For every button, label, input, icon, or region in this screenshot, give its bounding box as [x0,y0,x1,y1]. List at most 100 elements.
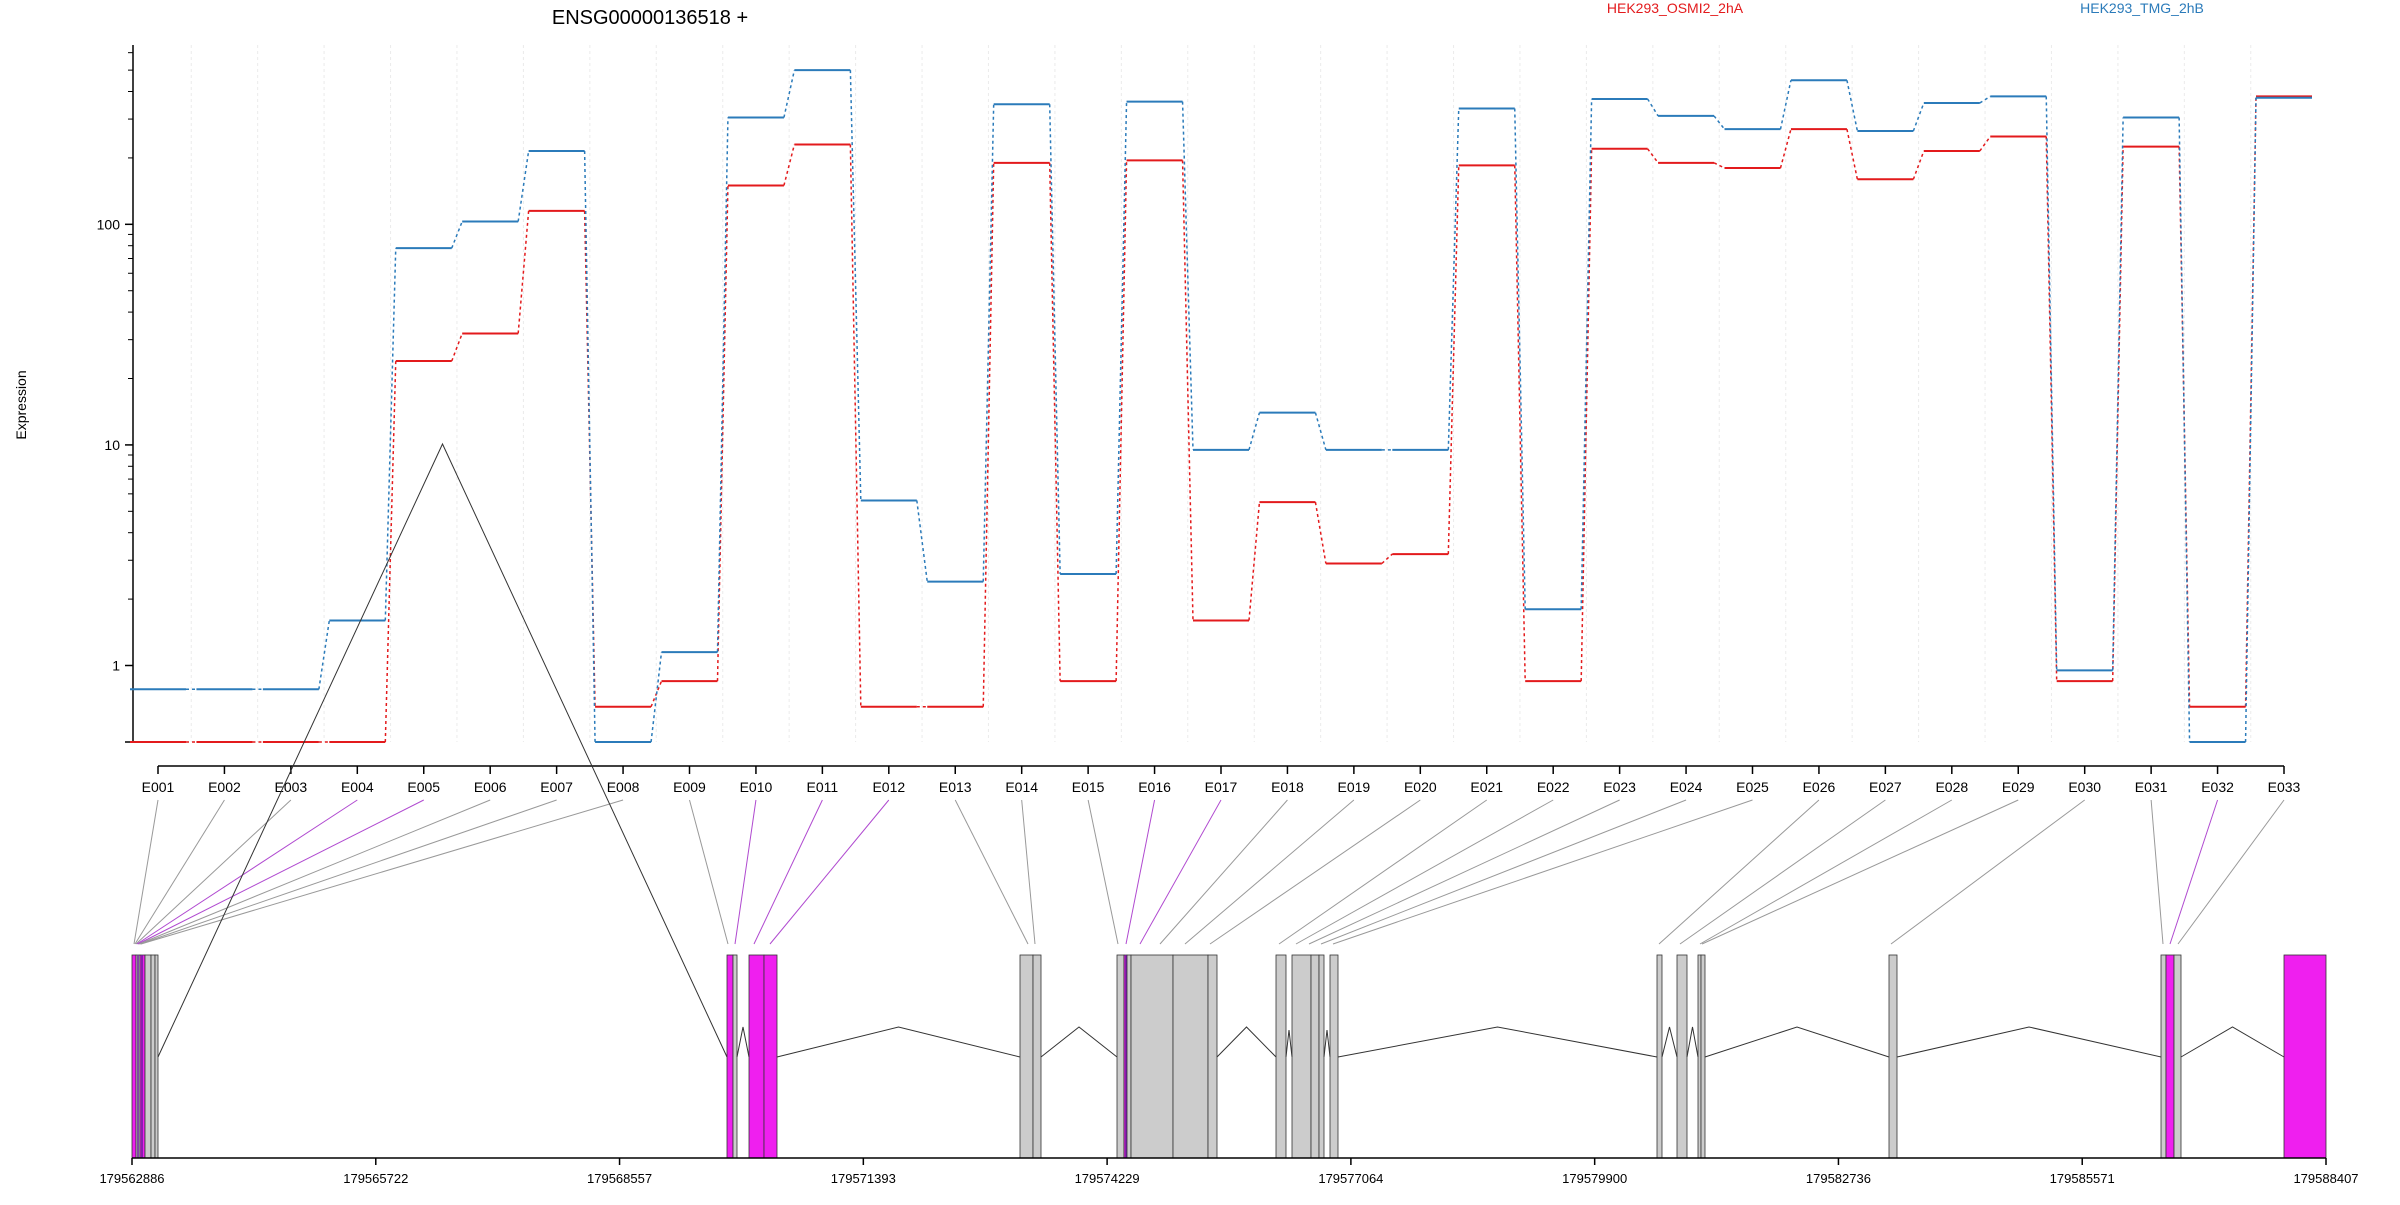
series-1-connector [1580,148,1593,682]
x-tick-label-e015: E015 [1072,779,1105,795]
x-tick-label-e033: E033 [2268,779,2301,795]
genomic-tick-label: 179582736 [1806,1171,1871,1186]
series-2-connector [384,248,397,621]
exon-box [1019,954,1034,1159]
exon-box [1656,954,1663,1159]
intron-line [157,442,728,1058]
intron-line [1661,1026,1678,1058]
x-tick-label-e003: E003 [275,779,308,795]
genomic-tick-label: 179574229 [1075,1171,1140,1186]
genomic-tick-label: 179577064 [1318,1171,1383,1186]
series-2-connector [1447,108,1460,450]
x-tick-label-e006: E006 [474,779,507,795]
intron-line [736,1026,750,1058]
exon-box [1888,954,1898,1159]
x-tick-label-e016: E016 [1138,779,1171,795]
genomic-axis: 179562886 179565722 179568557 179571393 1795… [99,1157,2359,1186]
x-tick-label-e030: E030 [2068,779,2101,795]
x-tick-label-e032: E032 [2201,779,2234,795]
series-1-connector [1314,502,1327,564]
exon-box [1318,954,1325,1159]
y-tick-label: 10 [104,437,120,453]
connector-e003 [135,799,292,945]
x-tick-label-e010: E010 [740,779,773,795]
x-tick-label-e029: E029 [2002,779,2035,795]
series-2-connector [716,117,729,653]
intron-line [1704,1026,1890,1058]
connector-e021 [1278,799,1488,945]
connector-e023 [1308,799,1620,945]
connector-e022 [1295,799,1554,945]
series-2 [130,69,2312,743]
connector-e004 [136,799,358,945]
connector-e009 [689,799,729,945]
series-2-connector [2244,97,2257,743]
series-1-connector [1248,502,1261,621]
exon-box [748,954,765,1159]
x-tick-label-e020: E020 [1404,779,1437,795]
x-tick-label-e011: E011 [807,779,839,795]
genomic-tick-label: 179579900 [1562,1171,1627,1186]
connector-e033 [2177,799,2285,945]
exon-box [2283,954,2327,1159]
series-2-connector [1713,115,1726,130]
x-tick-label-e021: E021 [1470,779,1503,795]
x-tick-label-e012: E012 [872,779,905,795]
exon-box [131,954,137,1159]
exon-box [1676,954,1688,1159]
connector-e016 [1125,799,1156,945]
genomic-tick-label: 179588407 [2293,1171,2358,1186]
exon-connectors [133,799,2285,945]
series-2-connector [1048,104,1061,574]
series-1-connector [451,333,463,362]
x-tick-label-e017: E017 [1205,779,1238,795]
series-1-connector [783,144,796,186]
x-tick-label-e004: E004 [341,779,374,795]
connector-e031 [2150,799,2164,945]
intron-line [1285,1029,1293,1058]
series-1-connector [517,210,530,334]
connector-e030 [1890,799,2085,945]
x-tick-label-e014: E014 [1005,779,1038,795]
connector-e001 [133,799,159,945]
series-1-connector [1181,160,1194,621]
intron-line [1216,1026,1277,1058]
connector-e012 [769,799,890,945]
exon-box [1207,954,1218,1159]
exon-box [1329,954,1339,1159]
series-2-connector [1181,101,1194,450]
series-2-connector [1314,412,1327,451]
intron-line [2180,1026,2285,1058]
exon-box [144,954,152,1159]
series-2-connector [916,500,928,582]
series-1-connector [1912,150,1925,180]
x-tick-label-e031: E031 [2135,779,2168,795]
series-1-connector [1115,160,1128,682]
series-2-connector [1912,102,1925,132]
connector-e020 [1209,799,1421,945]
series-1-connector [1713,162,1725,169]
series-2-connector [1846,80,1859,132]
intron-line [1896,1026,2162,1058]
exon-box [763,954,778,1159]
exon-box [2173,954,2182,1159]
exon-box [150,954,156,1159]
exon-box [1697,954,1702,1159]
connector-e026 [1658,799,1820,945]
exon-box [1275,954,1287,1159]
connector-e019 [1184,799,1355,945]
series-2-connector [783,69,796,118]
chart-title: ENSG00000136518 + [552,7,748,29]
connector-e024 [1320,799,1687,945]
x-tick-label-e001: E001 [142,779,175,795]
exon-box [1291,954,1312,1159]
genomic-tick-label: 179568557 [587,1171,652,1186]
exon-box [1116,954,1125,1159]
exon-box [1130,954,1174,1159]
axes: 1 10 100 E001 E002 E003 E004 E005 E006 E007 E008 E0… [97,45,2301,795]
x-tick-label-e023: E023 [1603,779,1636,795]
series-1-connector [982,162,995,707]
intron-line [1686,1026,1699,1058]
connector-e028 [1699,799,1953,945]
